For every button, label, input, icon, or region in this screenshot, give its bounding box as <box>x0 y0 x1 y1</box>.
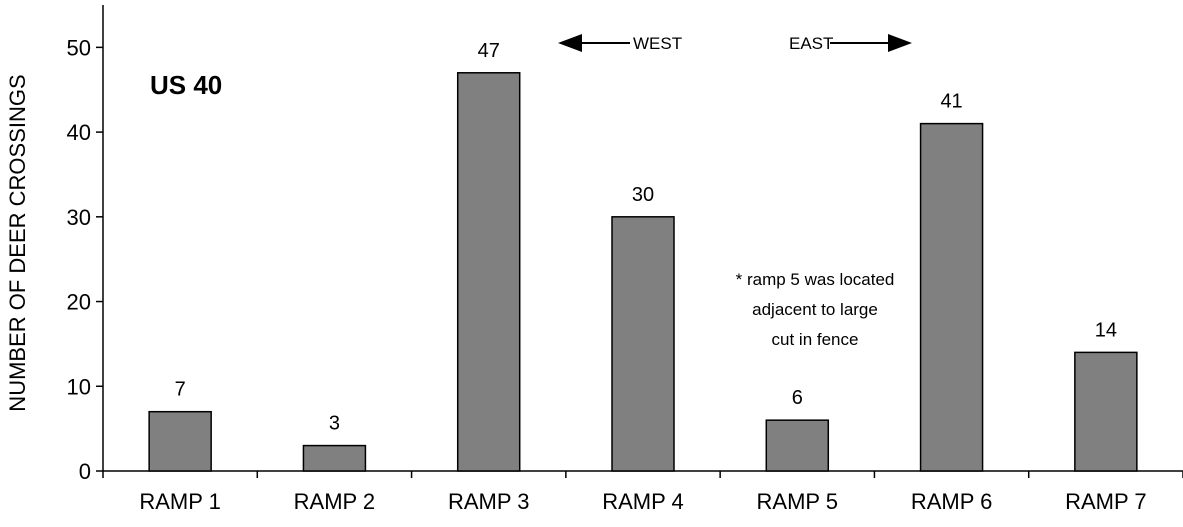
bar-ramp-6 <box>919 122 984 472</box>
y-axis-title: NUMBER OF DEER CROSSINGS <box>5 74 30 411</box>
data-label: 7 <box>175 379 186 401</box>
data-label: 6 <box>792 387 803 409</box>
category-label: RAMP 7 <box>1065 489 1147 514</box>
category-label: RAMP 3 <box>448 489 530 514</box>
y-tick-label: 40 <box>67 120 91 145</box>
east-indicator: EAST <box>789 34 912 53</box>
category-label: RAMP 1 <box>139 489 221 514</box>
bars <box>148 72 1138 472</box>
y-ticks: 0 10 20 30 40 50 <box>67 35 103 484</box>
category-label: RAMP 6 <box>911 489 993 514</box>
data-label: 3 <box>329 413 340 435</box>
bar-ramp-2 <box>302 444 367 472</box>
west-arrow-icon <box>558 34 582 52</box>
west-indicator: WEST <box>558 34 682 53</box>
chart-annotation-label: US 40 <box>150 70 222 100</box>
bar-ramp-4 <box>611 216 675 472</box>
bar-ramp-3 <box>456 72 521 472</box>
bar-ramp-5 <box>765 419 830 472</box>
category-label: RAMP 5 <box>757 489 839 514</box>
category-labels: RAMP 1 RAMP 2 RAMP 3 RAMP 4 RAMP 5 RAMP 6 RAMP… <box>139 489 1146 514</box>
y-tick-label: 0 <box>79 459 91 484</box>
data-label: 14 <box>1095 319 1117 341</box>
y-tick-label: 10 <box>67 374 91 399</box>
y-tick-label: 50 <box>67 35 91 60</box>
y-tick-label: 20 <box>67 290 91 315</box>
note-line-2: adjacent to large <box>752 300 878 319</box>
east-label: EAST <box>789 34 833 53</box>
category-label: RAMP 4 <box>602 489 684 514</box>
data-label: 30 <box>632 184 654 206</box>
x-ticks <box>102 471 1183 478</box>
data-labels: 7 3 47 30 6 41 14 <box>175 40 1117 435</box>
bar-ramp-7 <box>1074 351 1138 472</box>
data-label: 47 <box>478 40 500 62</box>
data-label: 41 <box>940 91 962 113</box>
ramp-5-note: * ramp 5 was located adjacent to large c… <box>736 270 895 349</box>
west-label: WEST <box>633 34 682 53</box>
category-label: RAMP 2 <box>294 489 376 514</box>
east-arrow-icon <box>888 34 912 52</box>
y-tick-label: 30 <box>67 205 91 230</box>
bar-ramp-1 <box>148 410 212 472</box>
note-line-1: * ramp 5 was located <box>736 270 895 289</box>
note-line-3: cut in fence <box>772 330 859 349</box>
